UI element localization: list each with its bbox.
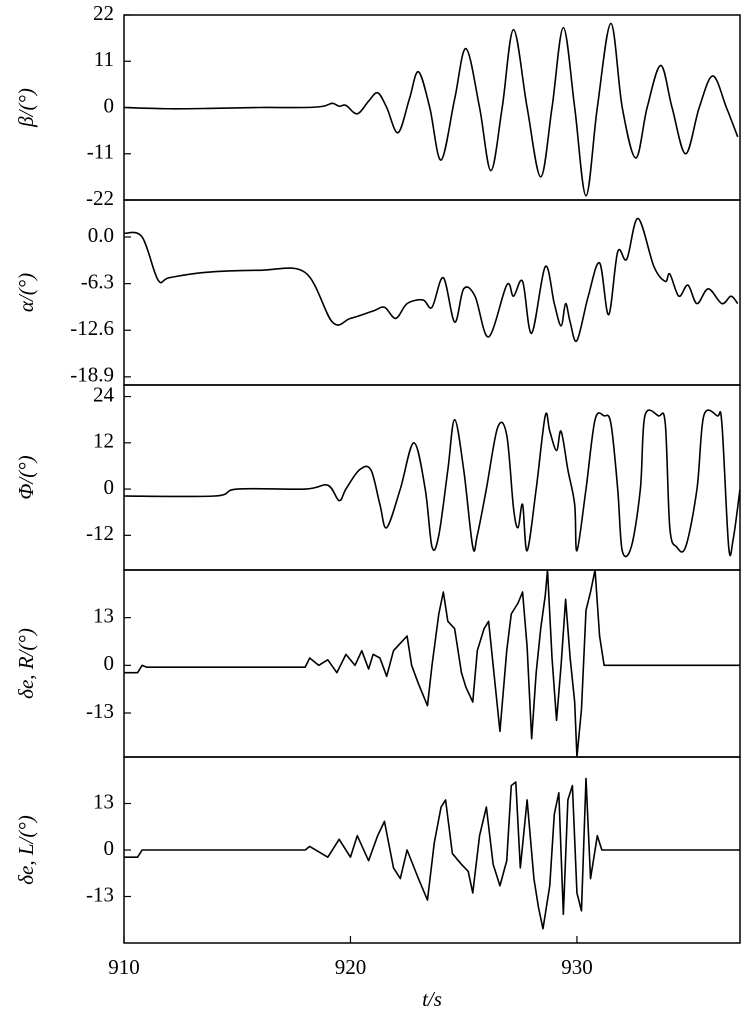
y-tick-label: -13 [86, 699, 114, 723]
y-axis-label: Φ/(°) [14, 455, 38, 499]
y-tick-label: -12 [86, 521, 114, 545]
y-tick-label: 12 [93, 429, 114, 453]
series-line [124, 217, 739, 343]
y-tick-label: 0 [104, 93, 115, 117]
y-tick-label: 13 [93, 603, 114, 627]
y-tick-label: 0.0 [88, 223, 114, 247]
series-line [124, 22, 739, 197]
y-tick-label: 24 [93, 382, 115, 406]
y-axis-label: β/(°) [14, 88, 38, 128]
panel-frame [123, 199, 741, 386]
panel-frame [123, 384, 741, 571]
series-line [124, 570, 740, 757]
y-axis-label: δe, L/(°) [14, 815, 38, 884]
x-axis-label: t/s [422, 987, 442, 1011]
y-tick-label: 22 [93, 1, 114, 25]
y-tick-label: 0 [104, 475, 115, 499]
y-tick-label: -12.6 [70, 316, 114, 340]
x-tick-label: 910 [108, 955, 140, 979]
y-tick-label: -13 [86, 882, 114, 906]
x-tick-label: 930 [561, 955, 593, 979]
series-line [124, 409, 740, 558]
x-tick-label: 920 [335, 955, 367, 979]
y-tick-label: 0 [104, 836, 115, 860]
y-tick-label: 11 [94, 47, 114, 71]
y-tick-label: -11 [87, 140, 114, 164]
y-tick-label: -18.9 [70, 363, 114, 387]
y-tick-label: 0 [104, 651, 115, 675]
series-line [124, 777, 740, 930]
y-tick-label: -6.3 [81, 269, 114, 293]
y-tick-label: 13 [93, 789, 114, 813]
y-axis-label: α/(°) [14, 273, 38, 312]
y-tick-label: -22 [86, 186, 114, 210]
y-axis-label: δe, R/(°) [14, 628, 38, 699]
